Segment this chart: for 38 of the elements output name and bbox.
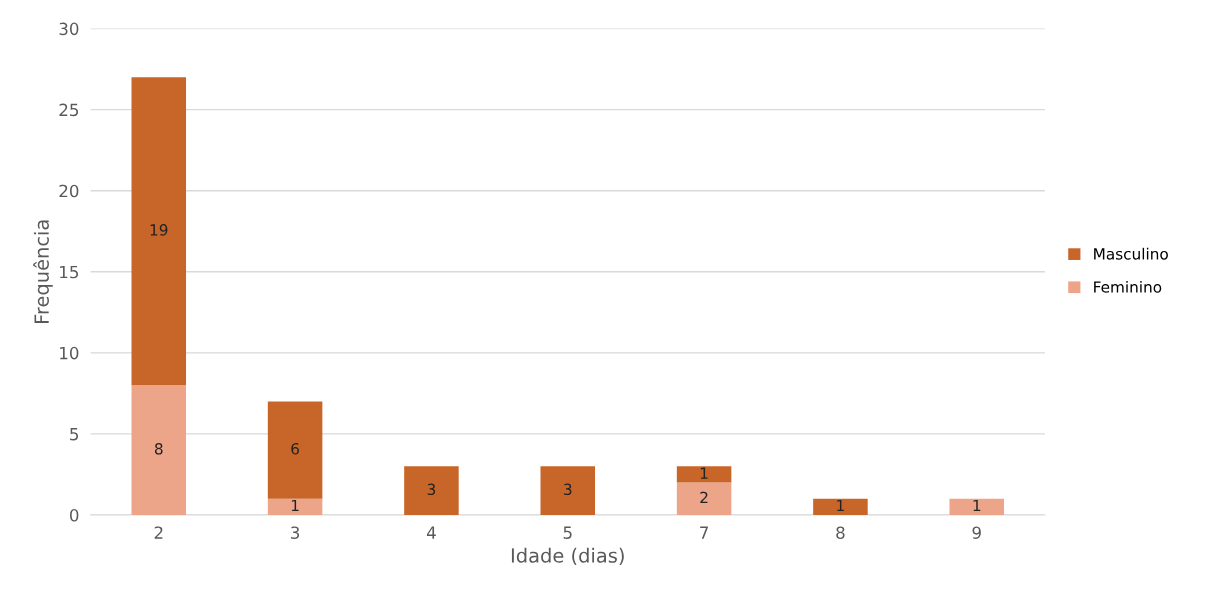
x-tick-label: 7 <box>700 526 708 539</box>
y-tick-label: 25 <box>59 103 79 117</box>
y-tick-label: 20 <box>59 184 79 198</box>
y-tick-label: 15 <box>60 265 79 279</box>
legend-label: Feminino <box>1094 280 1162 293</box>
data-label: 19 <box>150 224 168 236</box>
bar <box>676 466 732 483</box>
bar <box>813 498 868 515</box>
x-tick-label: 9 <box>972 526 981 539</box>
y-tick-label: 0 <box>69 508 79 522</box>
x-tick-label: 8 <box>836 526 845 539</box>
data-label: 3 <box>564 483 572 496</box>
legend-label: Masculino <box>1094 247 1168 260</box>
bar <box>676 482 732 515</box>
y-tick-label: 10 <box>60 346 79 360</box>
data-label: 1 <box>700 467 708 479</box>
data-label: 1 <box>291 499 299 512</box>
data-label: 3 <box>427 483 436 496</box>
bar <box>540 466 596 515</box>
x-axis-title: Idade (dias) <box>511 547 624 566</box>
bar <box>404 466 459 515</box>
bar <box>949 498 1005 515</box>
bar <box>131 77 187 386</box>
data-label: 2 <box>700 491 708 503</box>
x-tick-label: 4 <box>426 526 436 539</box>
data-label: 8 <box>154 443 163 455</box>
bar <box>267 401 323 499</box>
bar <box>267 498 323 515</box>
x-tick-label: 5 <box>563 526 572 539</box>
data-label: 1 <box>837 499 844 512</box>
y-tick-label: 30 <box>59 22 79 36</box>
x-tick-label: 2 <box>154 526 163 539</box>
data-label: 1 <box>973 499 981 512</box>
y-tick-label: 5 <box>70 428 79 441</box>
data-label: 6 <box>291 443 299 455</box>
bar <box>131 385 187 515</box>
x-tick-label: 3 <box>291 526 300 539</box>
y-axis-title: Frequência <box>33 220 53 323</box>
